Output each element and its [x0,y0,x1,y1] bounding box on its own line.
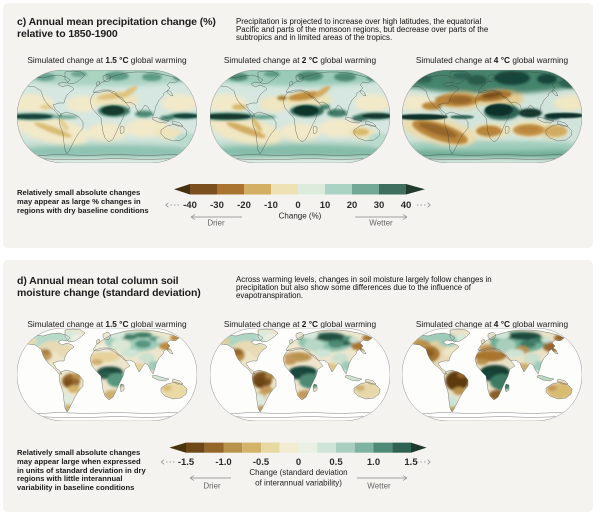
svg-text:10: 10 [320,200,331,211]
svg-text:0: 0 [295,200,300,211]
svg-text:of interannual variability): of interannual variability) [255,479,342,488]
svg-text:0.5: 0.5 [329,457,343,468]
svg-text:0: 0 [296,457,301,468]
svg-text:Change (%): Change (%) [279,212,322,221]
svg-text:Drier: Drier [207,219,225,228]
svg-text:30: 30 [374,200,385,211]
svg-text:40: 40 [401,200,412,211]
svg-text:-20: -20 [237,200,251,211]
svg-text:-30: -30 [210,200,224,211]
svg-text:Wetter: Wetter [369,219,393,228]
svg-text:-40: -40 [183,200,197,211]
svg-text:1.0: 1.0 [367,457,380,468]
svg-text:-1.0: -1.0 [215,457,231,468]
svg-text:-1.5: -1.5 [178,457,195,468]
svg-text:Drier: Drier [203,482,221,491]
svg-text:-10: -10 [264,200,278,211]
svg-text:1.5: 1.5 [404,457,418,468]
svg-text:-0.5: -0.5 [253,457,270,468]
svg-text:Wetter: Wetter [367,482,391,491]
svg-text:Change (standard deviation: Change (standard deviation [249,468,347,477]
svg-text:20: 20 [347,200,358,211]
